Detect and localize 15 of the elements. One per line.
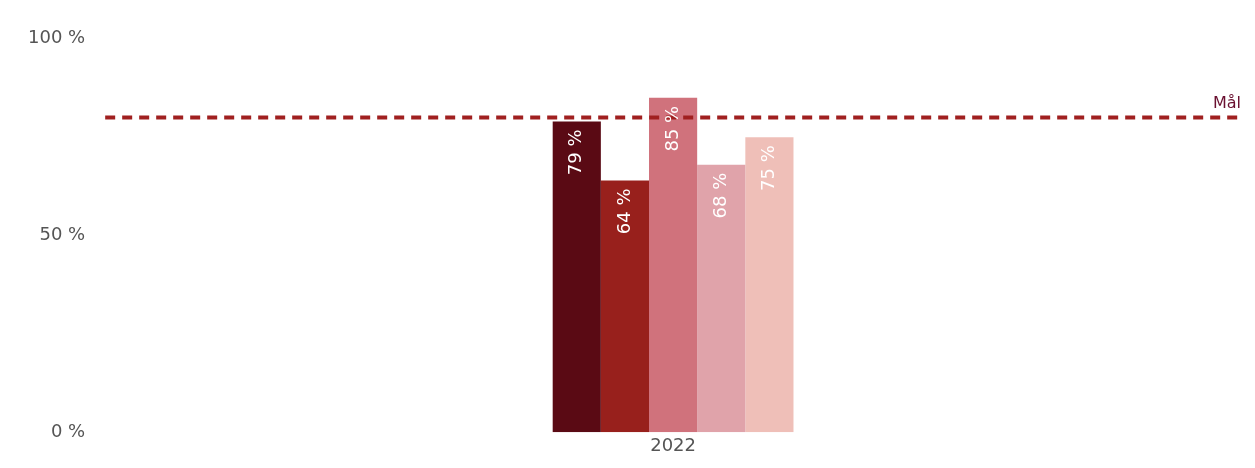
data-label: 64 %: [612, 188, 634, 235]
bar: [649, 97, 698, 433]
y-tick-label: 100 %: [27, 26, 86, 48]
data-label: 79 %: [564, 129, 586, 176]
data-label: 85 %: [660, 105, 682, 152]
bar: [552, 121, 601, 433]
ref-line-label: Mål: [1212, 92, 1241, 112]
data-label: 75 %: [757, 145, 779, 191]
data-label: 68 %: [708, 172, 730, 219]
y-tick-label: 50 %: [39, 223, 86, 245]
bar: [697, 164, 746, 433]
y-tick-label: 0 %: [50, 419, 86, 441]
x-tick-label: 2022: [650, 433, 696, 455]
bar: [745, 137, 794, 433]
bar: [600, 180, 650, 433]
